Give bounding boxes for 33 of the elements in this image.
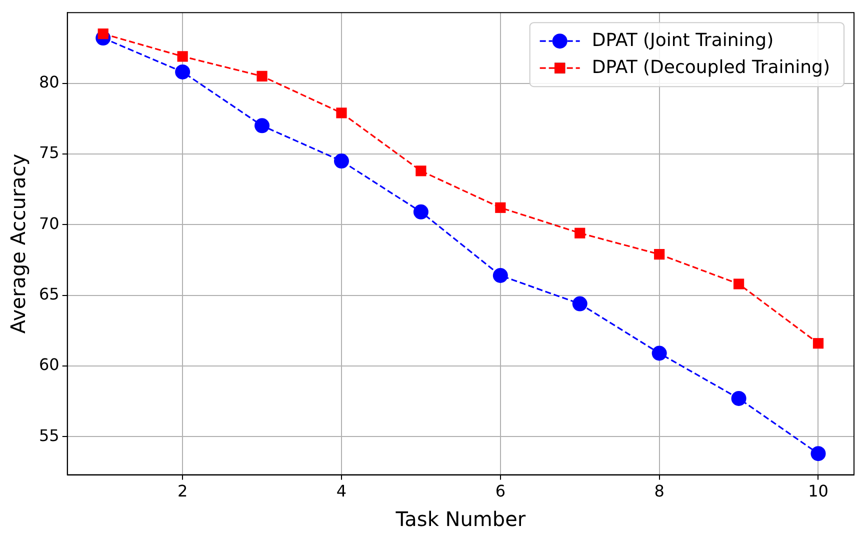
x-tick-label: 10 xyxy=(808,482,828,501)
point xyxy=(812,338,824,349)
point xyxy=(416,166,426,176)
y-tick-label: 70 xyxy=(39,214,60,233)
point xyxy=(492,268,508,284)
point xyxy=(574,228,586,238)
y-tick-label: 55 xyxy=(39,426,60,445)
x-tick-label: 6 xyxy=(495,482,506,501)
x-tick-label: 8 xyxy=(654,482,664,501)
point xyxy=(334,154,349,169)
point xyxy=(256,70,268,82)
point xyxy=(177,51,188,62)
x-tick-label: 4 xyxy=(336,482,347,501)
legend-label: DPAT (Joint Training) xyxy=(592,30,774,51)
point xyxy=(495,202,506,213)
x-axis-title: Task Number xyxy=(394,507,526,532)
point xyxy=(254,118,270,134)
y-tick-label: 75 xyxy=(39,143,60,162)
point xyxy=(572,296,588,312)
y-axis-title: Average Accuracy xyxy=(6,154,30,334)
point xyxy=(731,390,746,406)
y-tick-label: 60 xyxy=(39,355,60,374)
point xyxy=(175,64,190,80)
point xyxy=(733,278,744,290)
legend-label: DPAT (Decoupled Training) xyxy=(592,56,830,78)
x-tick-label: 2 xyxy=(177,482,188,501)
y-tick-label: 80 xyxy=(39,72,60,92)
point xyxy=(652,346,667,361)
point xyxy=(413,204,428,220)
point xyxy=(654,249,665,260)
y-tick-label: 65 xyxy=(39,284,60,304)
point xyxy=(336,108,347,118)
point xyxy=(810,446,826,462)
